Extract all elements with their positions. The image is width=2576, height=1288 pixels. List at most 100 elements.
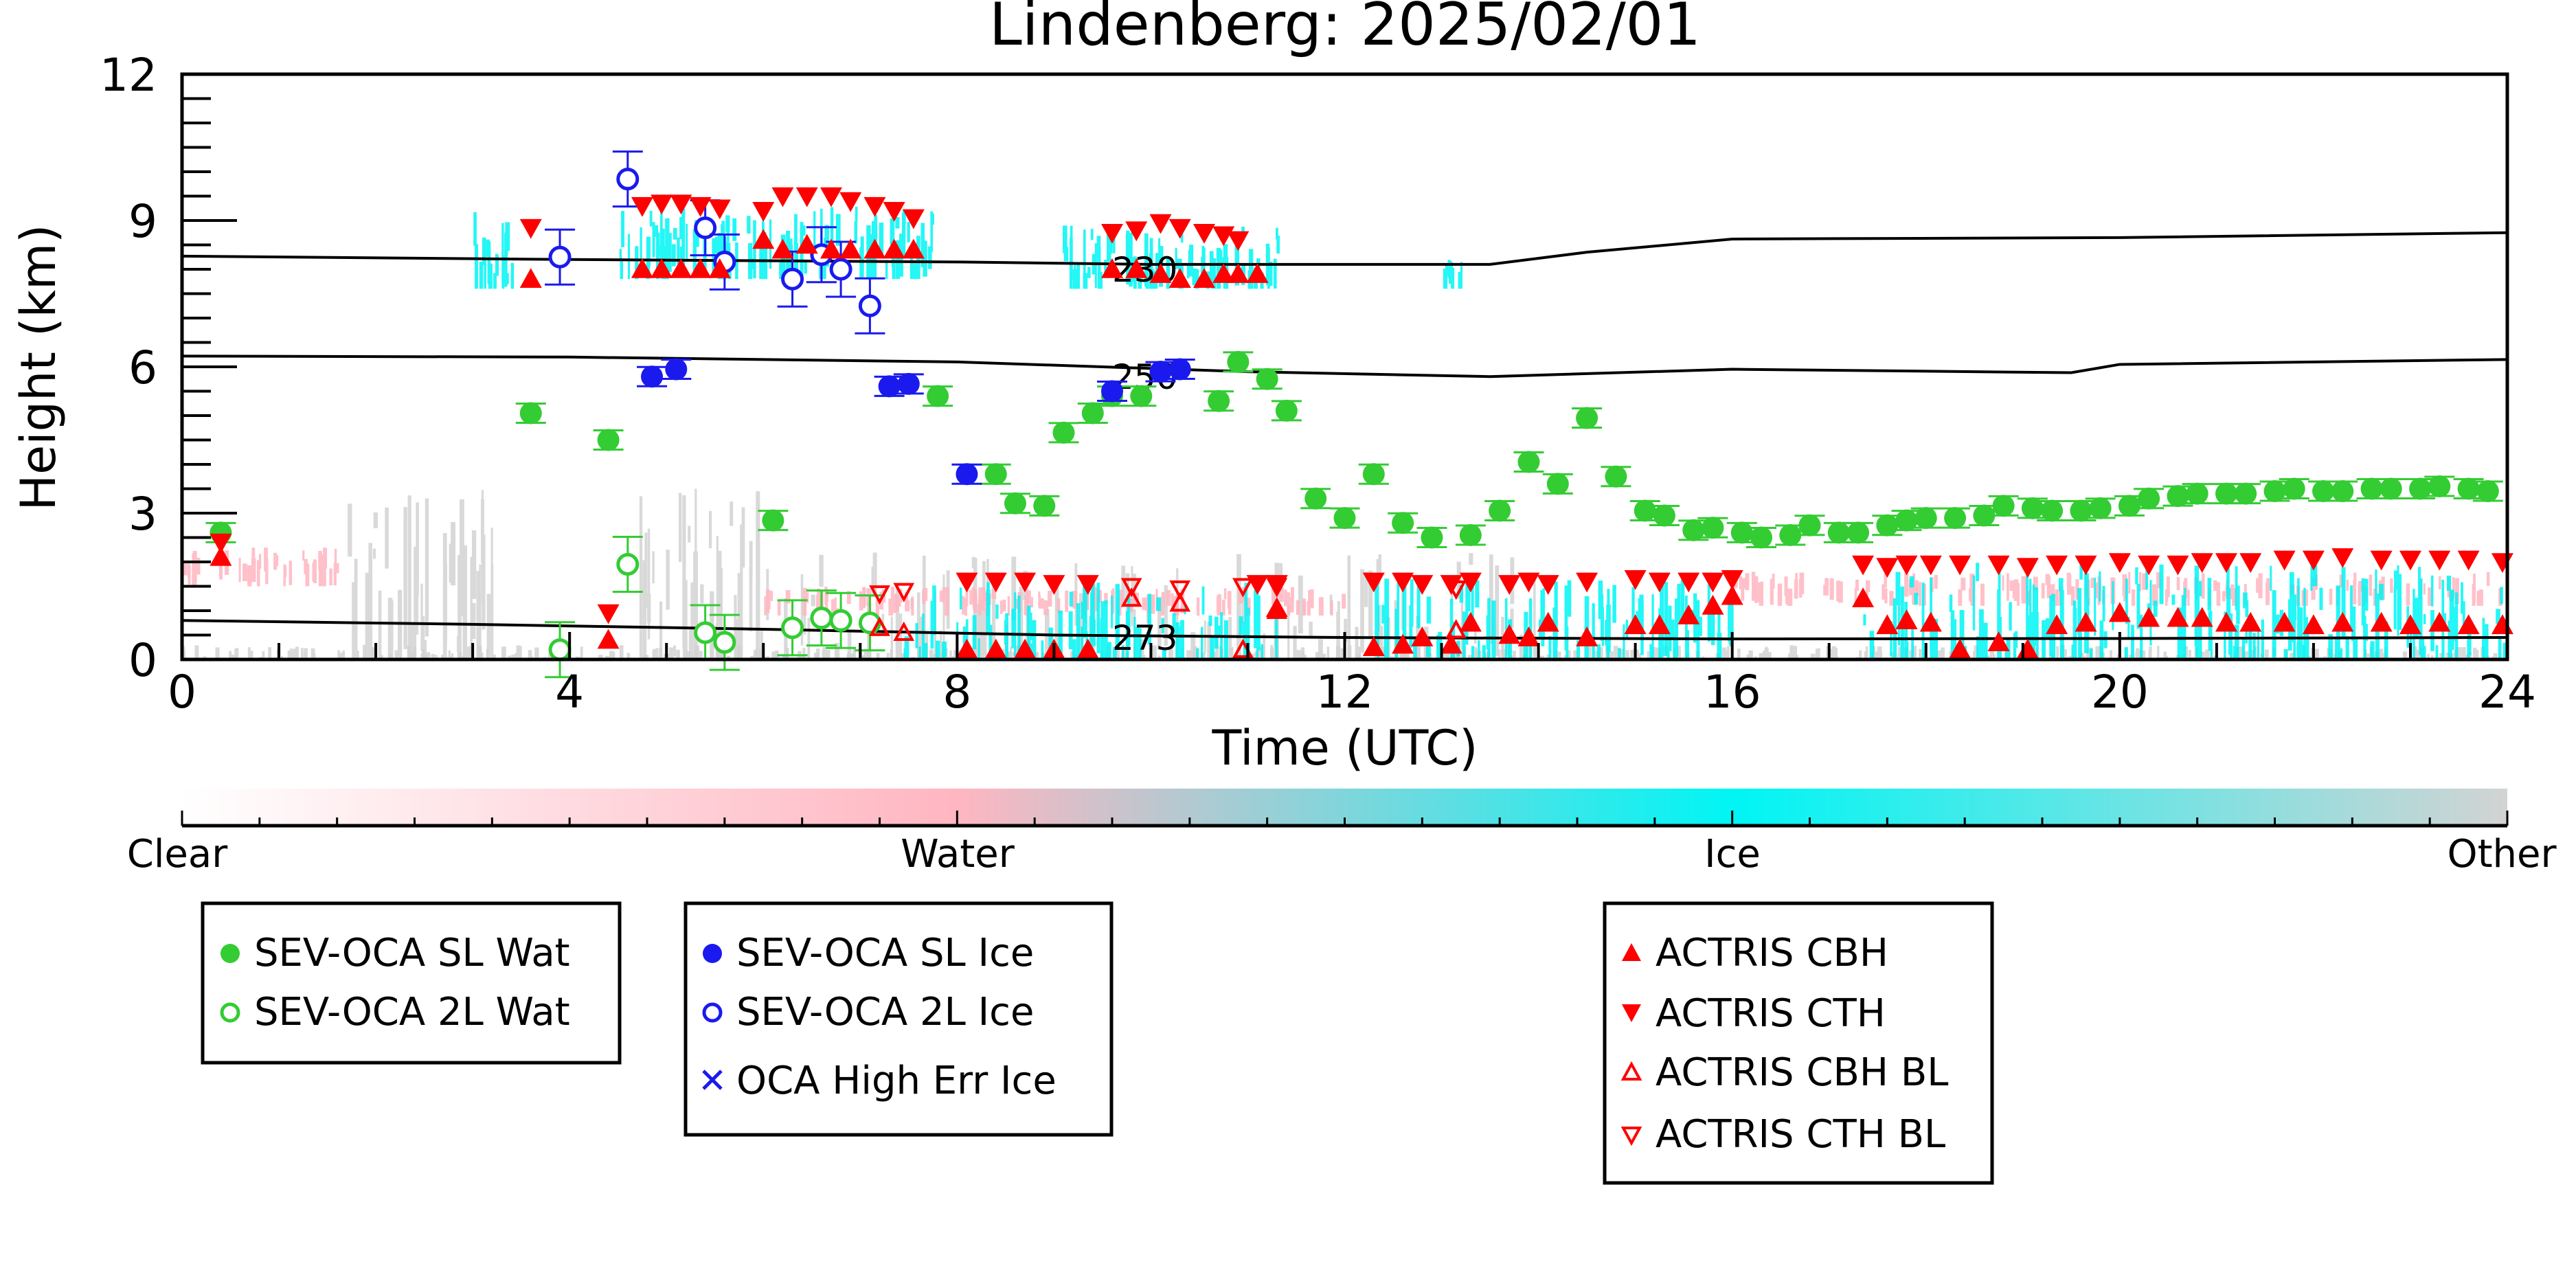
- data-point: [771, 187, 794, 207]
- series-actris-cbh-bl: [869, 587, 1467, 658]
- data-point: [2138, 487, 2160, 510]
- data-point: [1232, 578, 1254, 598]
- data-point: [1730, 521, 1753, 544]
- data-point: [2186, 482, 2208, 505]
- data-point: [2370, 611, 2393, 632]
- y-tick-label: 9: [128, 195, 157, 248]
- data-point: [1275, 399, 1298, 422]
- data-point: [1576, 626, 1598, 646]
- data-point: [1987, 555, 2010, 576]
- data-point: [1576, 572, 1598, 593]
- data-point: [1459, 523, 1482, 546]
- data-point: [2215, 482, 2237, 505]
- data-point: [1852, 587, 1875, 608]
- data-point: [1246, 263, 1269, 283]
- data-point: [1149, 214, 1172, 234]
- data-point: [1919, 555, 1942, 576]
- data-point: [2476, 480, 2499, 503]
- data-point: [210, 545, 232, 566]
- mask-ice-high-4: [1443, 260, 1463, 289]
- data-point: [2273, 611, 2296, 632]
- isotherm-line-273: [182, 619, 2507, 641]
- data-point: [795, 234, 818, 254]
- axes: 0 4 8 12 16 20 24 0 3 6 9 12: [100, 49, 2536, 719]
- legend-label-sl-wat: SEV-OCA SL Wat: [254, 931, 570, 975]
- data-point: [2016, 558, 2039, 578]
- data-point: [713, 631, 736, 654]
- data-point: [2370, 550, 2393, 571]
- data-point: [1489, 499, 1511, 522]
- data-point: [2428, 550, 2451, 571]
- data-point: [1246, 575, 1269, 595]
- data-point: [2360, 477, 2383, 500]
- mask-other-block-2: [639, 488, 763, 660]
- colorbar-label-clear: Clear: [127, 832, 228, 877]
- legend-label-cbh: ACTRIS CBH: [1656, 931, 1888, 975]
- data-point: [1459, 611, 1482, 632]
- legend-marker-high-err-ice: [702, 1070, 723, 1090]
- plot-frame: [180, 72, 2509, 662]
- data-point: [1827, 521, 1850, 544]
- data-point: [2167, 555, 2189, 576]
- data-point: [2191, 553, 2213, 573]
- data-point: [597, 429, 620, 451]
- data-point: [1227, 263, 1250, 283]
- y-axis-label: Height (km): [10, 225, 67, 511]
- data-point: [597, 629, 620, 649]
- data-point: [984, 572, 1007, 593]
- data-point: [1498, 575, 1521, 595]
- data-point: [1076, 638, 1099, 659]
- data-point: [927, 385, 949, 407]
- x-tick-label: 12: [1316, 666, 1374, 719]
- data-point: [1212, 263, 1235, 283]
- series-sev-oca-sl-ice: [637, 358, 1195, 486]
- data-point: [1120, 587, 1142, 607]
- data-point: [2235, 482, 2257, 505]
- data-point: [519, 218, 542, 239]
- data-point: [1120, 578, 1142, 598]
- data-point: [2239, 611, 2262, 632]
- data-point: [1362, 572, 1385, 593]
- data-point: [1498, 624, 1521, 644]
- data-point: [1798, 514, 1821, 536]
- legend-ice: [683, 901, 1114, 1137]
- legend-marker-2l-wat: [220, 1002, 240, 1023]
- data-point: [752, 229, 775, 249]
- data-point: [651, 258, 673, 278]
- data-point: [2312, 480, 2335, 503]
- data-point: [2399, 614, 2421, 635]
- data-point: [1987, 631, 2010, 651]
- data-point: [2108, 602, 2131, 622]
- data-point: [1227, 350, 1250, 373]
- data-point: [869, 585, 890, 605]
- data-point: [1445, 580, 1467, 600]
- data-point: [1169, 592, 1191, 612]
- data-point: [1634, 499, 1656, 522]
- colorbar-label-water: Water: [901, 832, 1015, 877]
- y-tick-label: 6: [128, 341, 157, 394]
- data-point: [2239, 553, 2262, 573]
- data-point: [893, 621, 915, 641]
- data-point: [781, 267, 804, 291]
- data-point: [1304, 487, 1327, 510]
- colorbar-label-ice: Ice: [1704, 832, 1761, 877]
- data-point: [1440, 633, 1462, 654]
- data-point: [1992, 495, 2015, 517]
- legend-marker-cbh-bl: [1620, 1061, 1642, 1081]
- data-point: [2428, 475, 2451, 497]
- data-point: [1702, 517, 1724, 539]
- data-point: [829, 258, 852, 281]
- data-point: [1677, 572, 1700, 593]
- colorbar-ticks: [181, 811, 2509, 826]
- legend-marker-2l-ice: [702, 1002, 723, 1023]
- y-tick-label: 3: [128, 488, 157, 541]
- data-point: [631, 258, 653, 278]
- data-point: [810, 607, 833, 630]
- isotherm-line-230: [182, 231, 2507, 266]
- data-point: [1537, 575, 1559, 595]
- data-point: [1169, 580, 1191, 600]
- data-point: [1256, 368, 1278, 390]
- data-point: [519, 402, 542, 425]
- mask-water-1: [183, 547, 339, 587]
- data-point: [1847, 521, 1870, 544]
